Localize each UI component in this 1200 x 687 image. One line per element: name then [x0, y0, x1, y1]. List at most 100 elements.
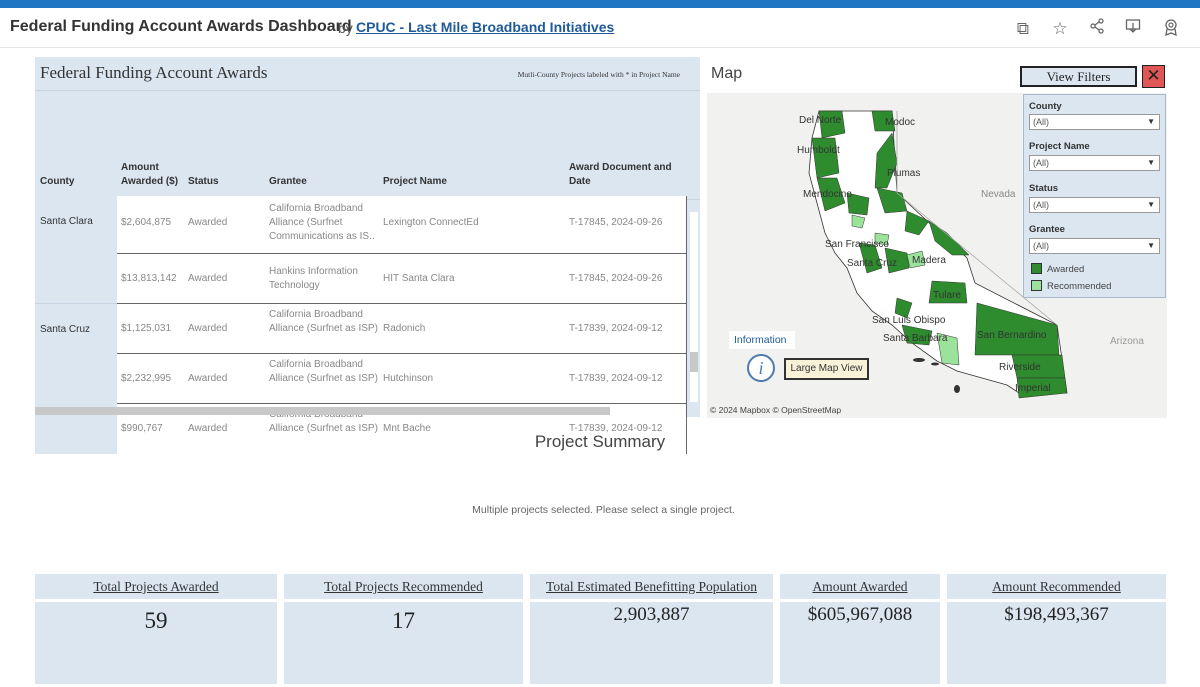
table-header: County Amount Awarded ($) Status Grantee…: [35, 90, 700, 200]
county-awarded: [871, 110, 896, 132]
kpi-value: 2,903,887: [530, 602, 773, 684]
dashboard-title: Federal Funding Account Awards Dashboard: [10, 18, 352, 35]
map-label: Santa Cruz: [847, 258, 897, 269]
filter-project-label: Project Name: [1029, 141, 1090, 152]
kpi-label[interactable]: Total Estimated Benefitting Population: [530, 574, 773, 599]
download-icon[interactable]: [1122, 18, 1144, 40]
chevron-down-icon: ▼: [1147, 117, 1155, 126]
cell-award-document: T-17839, 2024-09-12: [569, 373, 663, 384]
map-credit[interactable]: © 2024 Mapbox © OpenStreetMap: [710, 405, 842, 415]
share-icon[interactable]: [1086, 18, 1108, 40]
county-cell-santa-clara: Santa Clara: [35, 196, 117, 304]
scrollbar-thumb[interactable]: [690, 352, 698, 372]
county-awarded: [846, 192, 870, 216]
cell-status: Awarded: [188, 373, 228, 384]
county-awarded: [928, 220, 970, 256]
county-recommended: [906, 250, 926, 269]
col-amount[interactable]: Amount Awarded ($): [121, 162, 179, 187]
filter-panel: County (All) ▼ Project Name (All) ▼ Status…: [1023, 94, 1166, 298]
grantee-filter-select[interactable]: (All) ▼: [1029, 238, 1160, 254]
county-awarded: [874, 132, 898, 189]
kpi-label[interactable]: Total Projects Awarded: [35, 574, 277, 599]
cell-amount: $990,767: [121, 423, 163, 434]
cell-amount: $2,604,875: [121, 217, 172, 228]
cell-project-name: Lexington ConnectEd: [383, 217, 479, 228]
cell-grantee: California Broadband Alliance (Surfnet C…: [269, 203, 375, 242]
county-awarded: [928, 280, 968, 304]
map-label: Riverside: [999, 362, 1041, 373]
view-filters-button[interactable]: View Filters: [1020, 66, 1137, 87]
col-award-document[interactable]: Award Document and Date: [569, 162, 672, 187]
channel-island: [913, 358, 925, 362]
cell-project-name: Mnt Bache: [383, 423, 431, 434]
large-map-view-button[interactable]: Large Map View: [784, 358, 869, 380]
cell-grantee: Hankins Information Technology: [269, 266, 358, 291]
filter-county-label: County: [1029, 101, 1062, 112]
legend-recommended-swatch[interactable]: [1031, 280, 1042, 291]
county-filter-value: (All): [1033, 117, 1049, 127]
kpi-label[interactable]: Total Projects Recommended: [284, 574, 523, 599]
kpi-benefitting-population: Total Estimated Benefitting Population 2…: [530, 574, 773, 684]
project-summary-message: Multiple projects selected. Please selec…: [472, 504, 735, 516]
col-status[interactable]: Status: [188, 176, 219, 187]
table-body: Santa Clara Santa Cruz $2,604,875 Awarde…: [35, 196, 687, 454]
col-county[interactable]: County: [40, 176, 75, 187]
close-filters-button[interactable]: ✕: [1142, 65, 1165, 88]
cell-status: Awarded: [188, 423, 228, 434]
map-label: Tulare: [933, 290, 961, 301]
legend-awarded-swatch[interactable]: [1031, 263, 1042, 274]
legend-awarded-label[interactable]: Awarded: [1047, 264, 1085, 275]
county-awarded: [1016, 377, 1068, 399]
table-row[interactable]: $2,604,875 Awarded California Broadband …: [117, 196, 687, 254]
map-label: San Francisco: [825, 239, 889, 250]
county-map-svg[interactable]: Del Norte Modoc Humboldt Plumas Mendocin…: [707, 93, 1167, 418]
county-awarded: [904, 210, 930, 236]
table-row[interactable]: $2,232,995 Awarded California Broadband …: [117, 354, 687, 404]
cell-amount: $13,813,142: [121, 273, 177, 284]
kpi-label[interactable]: Amount Recommended: [947, 574, 1166, 599]
cell-project-name: HIT Santa Clara: [383, 273, 455, 284]
kpi-total-projects-recommended: Total Projects Recommended 17: [284, 574, 523, 684]
cell-award-document: T-17845, 2024-09-26: [569, 273, 663, 284]
channel-island: [954, 385, 960, 393]
table-vertical-scrollbar[interactable]: [690, 212, 698, 402]
county-filter-select[interactable]: (All) ▼: [1029, 114, 1160, 130]
kpi-label[interactable]: Amount Awarded: [780, 574, 940, 599]
project-filter-value: (All): [1033, 158, 1049, 168]
county-recommended: [874, 232, 890, 246]
chevron-down-icon: ▼: [1147, 241, 1155, 250]
filter-grantee-label: Grantee: [1029, 224, 1065, 235]
kpi-value: 59: [35, 602, 277, 684]
grantee-filter-value: (All): [1033, 241, 1049, 251]
copy-icon[interactable]: ⧉: [1016, 19, 1030, 38]
author-link[interactable]: CPUC - Last Mile Broadband Initiatives: [356, 19, 615, 35]
county-awarded: [816, 177, 846, 212]
cell-project-name: Radonich: [383, 323, 426, 334]
info-icon[interactable]: i: [747, 354, 775, 382]
col-project-name[interactable]: Project Name: [383, 176, 447, 187]
legend-recommended-label[interactable]: Recommended: [1047, 281, 1112, 292]
table-horizontal-scrollbar[interactable]: [35, 407, 610, 415]
table-row[interactable]: $1,125,031 Awarded California Broadband …: [117, 304, 687, 354]
cell-grantee: California Broadband Alliance (Surfnet a…: [269, 309, 378, 334]
map-label: Arizona: [1110, 336, 1144, 347]
chevron-down-icon: ▼: [1147, 158, 1155, 167]
map-label: Modoc: [885, 117, 915, 128]
cell-status: Awarded: [188, 323, 228, 334]
dashboard-header: Federal Funding Account Awards Dashboard…: [0, 8, 1200, 48]
status-filter-select[interactable]: (All) ▼: [1029, 197, 1160, 213]
information-label: Information: [729, 331, 795, 349]
county-cell-santa-cruz: Santa Cruz: [35, 304, 117, 454]
map-label: Nevada: [981, 189, 1016, 200]
project-filter-select[interactable]: (All) ▼: [1029, 155, 1160, 171]
channel-island: [931, 362, 939, 366]
by-label: by: [338, 20, 353, 36]
map-label: Humboldt: [797, 145, 840, 156]
map-label: Madera: [912, 255, 946, 266]
col-grantee[interactable]: Grantee: [269, 176, 307, 187]
table-row[interactable]: $13,813,142 Awarded Hankins Information …: [117, 254, 687, 304]
star-icon[interactable]: ☆: [1052, 19, 1068, 38]
nevada-border: [896, 192, 1058, 326]
badge-icon[interactable]: [1160, 18, 1182, 40]
map-label: San Bernardino: [977, 330, 1047, 341]
